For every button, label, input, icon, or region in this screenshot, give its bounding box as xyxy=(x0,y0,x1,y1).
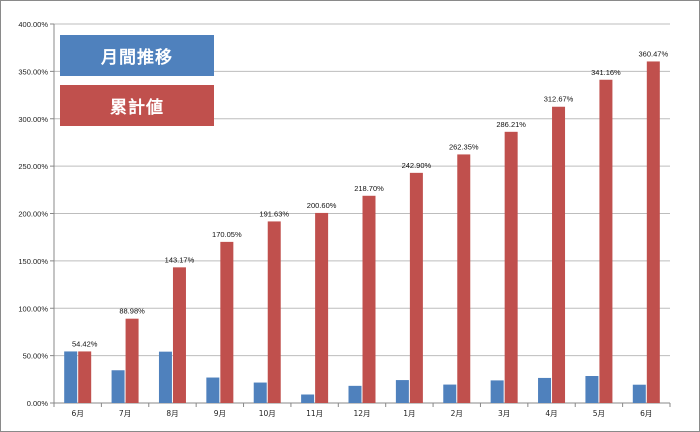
x-tick-label: 8月 xyxy=(166,409,178,418)
data-label: 286.21% xyxy=(496,120,526,129)
data-label: 312.67% xyxy=(544,95,574,104)
data-label: 170.05% xyxy=(212,230,242,239)
x-axis-ticks: 6月 7月 8月 9月 10月 11月 12月 1月 2月 3月 4月 5月 6月 xyxy=(53,403,671,418)
data-label: 88.98% xyxy=(119,307,145,316)
y-tick-label: 200.00% xyxy=(18,210,48,219)
x-tick-label: 3月 xyxy=(498,409,510,418)
bar-cumulative xyxy=(125,318,139,403)
bar-cumulative xyxy=(315,212,329,403)
x-tick-label: 5月 xyxy=(593,409,605,418)
x-tick-label: 6月 xyxy=(72,409,84,418)
bar-monthly xyxy=(585,376,599,403)
data-label: 191.63% xyxy=(259,209,289,218)
x-tick-label: 9月 xyxy=(214,409,226,418)
bar-monthly xyxy=(395,380,409,403)
y-tick-label: 0.00% xyxy=(27,399,49,408)
y-axis-ticks: 0.00% 50.00% 100.00% 150.00% 200.00% 250.00% 3… xyxy=(18,20,48,408)
y-tick-label: 400.00% xyxy=(18,20,48,29)
legend-monthly: 月間推移 xyxy=(60,35,214,76)
x-tick-label: 4月 xyxy=(545,409,557,418)
data-label: 360.47% xyxy=(639,49,669,58)
bar-monthly xyxy=(348,385,362,403)
data-label: 143.17% xyxy=(165,255,195,264)
y-tick-label: 250.00% xyxy=(18,162,48,171)
legend-cumulative: 累計値 xyxy=(60,85,214,126)
y-tick-label: 300.00% xyxy=(18,115,48,124)
gridlines xyxy=(50,23,670,404)
bar-cumulative xyxy=(457,154,471,403)
bars xyxy=(64,61,660,403)
x-tick-label: 12月 xyxy=(353,409,370,418)
bar-cumulative xyxy=(646,61,660,403)
data-label: 242.90% xyxy=(402,161,432,170)
bar-monthly xyxy=(538,377,552,403)
y-tick-label: 50.00% xyxy=(23,352,49,361)
y-tick-label: 100.00% xyxy=(18,304,48,313)
bar-cumulative xyxy=(599,79,613,403)
data-labels: 54.42% 88.98% 143.17% 170.05% 191.63% 200.60%… xyxy=(72,49,668,348)
bar-monthly xyxy=(253,382,267,403)
x-tick-label: 2月 xyxy=(451,409,463,418)
bar-cumulative xyxy=(409,172,423,403)
x-tick-label: 6月 xyxy=(640,409,652,418)
x-tick-label: 7月 xyxy=(119,409,131,418)
x-tick-label: 11月 xyxy=(306,409,323,418)
bar-monthly xyxy=(490,380,504,403)
bar-cumulative xyxy=(78,351,92,403)
data-label: 218.70% xyxy=(354,184,384,193)
bar-cumulative xyxy=(552,106,566,403)
bar-monthly xyxy=(301,394,315,403)
x-tick-label: 10月 xyxy=(259,409,276,418)
bar-monthly xyxy=(158,351,172,403)
data-label: 262.35% xyxy=(449,142,479,151)
bar-monthly xyxy=(632,384,646,403)
bar-monthly xyxy=(111,370,125,403)
bar-cumulative xyxy=(172,267,186,403)
bar-monthly xyxy=(443,384,457,403)
data-label: 54.42% xyxy=(72,339,98,348)
bar-cumulative xyxy=(362,195,376,403)
x-tick-label: 1月 xyxy=(403,409,415,418)
data-label: 341.16% xyxy=(591,68,621,77)
bar-cumulative xyxy=(504,131,518,403)
bar-cumulative xyxy=(220,241,234,403)
y-tick-label: 150.00% xyxy=(18,257,48,266)
bar-monthly xyxy=(64,351,78,403)
bar-cumulative xyxy=(267,221,281,403)
data-label: 200.60% xyxy=(307,201,337,210)
y-tick-label: 350.00% xyxy=(18,67,48,76)
bar-monthly xyxy=(206,377,220,403)
